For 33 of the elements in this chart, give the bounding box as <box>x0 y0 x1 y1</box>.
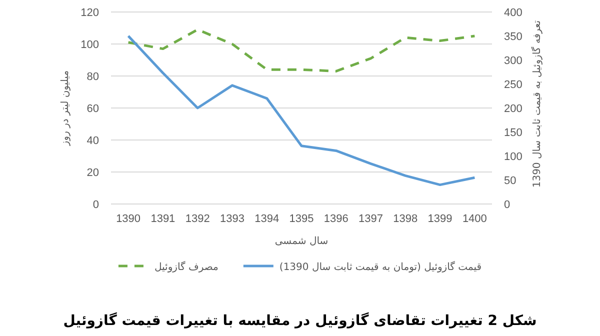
y2-tick-label: 50 <box>504 175 516 187</box>
y-tick-label: 0 <box>92 199 99 211</box>
text: شکل 2 تغییرات تقاضای گازوئیل در مقایسه با تغییرات قیمت گازوئیل <box>63 312 537 329</box>
y2-tick-label: 0 <box>504 199 510 211</box>
x-tick-label: 1390 <box>116 213 141 225</box>
y-tick-label: 60 <box>86 103 99 115</box>
x-axis-title: سال شمسی <box>274 236 328 247</box>
y2-tick-label: 150 <box>504 127 522 139</box>
y2-tick-label: 200 <box>504 103 522 115</box>
x-tick-label: 1392 <box>185 213 210 225</box>
y-tick-label: 120 <box>80 7 99 19</box>
y-tick-label: 20 <box>86 167 99 179</box>
y2-axis-title: تعرفه گازوئیل به قیمت ثابت سال 1390 <box>531 20 543 188</box>
y2-tick-label: 300 <box>504 55 522 67</box>
legend-label: مصرف گازوئیل <box>154 261 218 273</box>
x-tick-label: 1396 <box>324 213 348 225</box>
x-tick-label: 1391 <box>150 213 176 225</box>
y-tick-label: 80 <box>86 71 99 83</box>
x-tick-label: 1395 <box>289 213 314 225</box>
x-tick-label: 1399 <box>428 213 452 225</box>
y2-tick-label: 250 <box>504 79 522 91</box>
x-tick-label: 1398 <box>393 213 418 225</box>
y2-tick-label: 400 <box>504 7 522 19</box>
y2-tick-label: 100 <box>504 151 522 163</box>
legend-label: قیمت گازوئیل (تومان به قیمت ثابت سال 1390) <box>279 261 482 273</box>
x-tick-label: 1394 <box>254 213 280 225</box>
y-tick-label: 100 <box>80 39 99 51</box>
x-tick-label: 1400 <box>462 213 487 225</box>
y-axis-title: میلیون لیتر در روز <box>60 70 71 147</box>
x-tick-label: 1393 <box>220 213 244 225</box>
x-tick-label: 1397 <box>358 213 384 225</box>
y-tick-label: 40 <box>86 135 99 147</box>
y2-tick-label: 350 <box>504 31 522 43</box>
